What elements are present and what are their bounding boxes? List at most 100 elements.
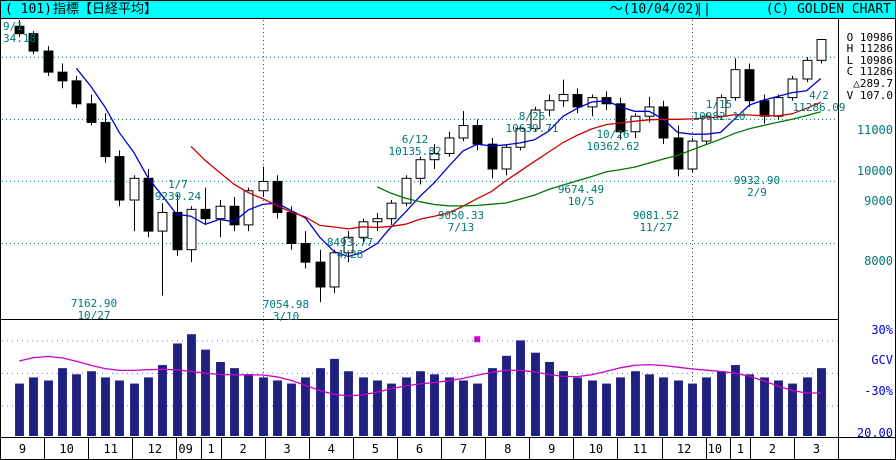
volume-bar xyxy=(87,371,96,436)
annotation-price: 8493.77 xyxy=(326,236,374,249)
month-axis-cell: 11 xyxy=(618,438,663,459)
volume-bar xyxy=(516,340,525,436)
annotation-price: 10982.10 xyxy=(692,109,746,123)
volume-panel xyxy=(1,319,839,437)
volume-bar xyxy=(115,380,124,436)
annotation-date: 1/15 xyxy=(705,98,733,111)
candle-body-up xyxy=(730,69,741,99)
volume-bar xyxy=(760,377,769,436)
price-axis-label-8000: 8000 xyxy=(864,254,893,268)
candle-body-down xyxy=(71,80,82,105)
month-axis-cell: 10 xyxy=(45,438,90,459)
month-axis-cell: 12 xyxy=(133,438,178,459)
volume-bar xyxy=(373,380,382,436)
candle-body-up xyxy=(458,125,469,139)
annotation-date: 8/26 xyxy=(518,110,546,123)
quote-change-label: △ xyxy=(853,76,860,90)
price-axis-label-9000: 9000 xyxy=(864,194,893,208)
volume-bar xyxy=(230,368,239,436)
candle-body-down xyxy=(57,71,68,82)
candle-body-down xyxy=(28,33,39,52)
annotation-6-12: 6/12 10135.82 xyxy=(371,134,459,157)
candle-body-down xyxy=(572,94,583,108)
volume-bar xyxy=(101,377,110,436)
quote-change-value: 289.7 xyxy=(859,76,893,90)
candle-body-up xyxy=(816,38,827,61)
volume-bar xyxy=(445,377,454,436)
annotation-date: 7/13 xyxy=(447,220,475,234)
annotation-date: 3/10 xyxy=(272,309,300,323)
volume-bar xyxy=(559,371,568,436)
volume-bar xyxy=(359,377,368,436)
volume-bar xyxy=(201,349,210,436)
annotation-date: 10/26 xyxy=(596,128,630,141)
candle-body-up xyxy=(787,78,798,99)
candle-body-down xyxy=(744,69,755,102)
volume-bar xyxy=(717,371,726,436)
candle-body-up xyxy=(243,190,254,226)
volume-bar xyxy=(774,380,783,436)
candle-body-up xyxy=(515,128,526,148)
candle-body-up xyxy=(129,177,140,201)
annotation-1-15: 1/15 10982.10 xyxy=(675,99,763,122)
titlebar-separator: || xyxy=(695,2,711,17)
volume-bar xyxy=(459,380,468,436)
annotation-3-10: 7054.98 3/10 xyxy=(242,299,330,322)
quote-open-label: O xyxy=(846,30,854,44)
annotation-price: 9932.90 xyxy=(733,174,781,187)
volume-bar xyxy=(674,380,683,436)
volume-bar xyxy=(803,377,812,436)
volume-bar xyxy=(287,383,296,436)
volume-bar xyxy=(72,374,81,436)
annotation-8-26: 8/26 10639.71 xyxy=(488,111,576,134)
annotation-date: 4/2 xyxy=(809,89,829,102)
volume-bar xyxy=(430,374,439,436)
volume-bar xyxy=(130,383,139,436)
volume-bar xyxy=(788,383,797,436)
candle-body-down xyxy=(14,25,25,35)
title-bar: ( 101) 指標【日経平均】 ～(10/04/02) || (C) GOLDE… xyxy=(1,1,895,19)
year-marker: 10 xyxy=(707,438,731,459)
quote-low-label: L xyxy=(846,53,854,67)
candle-body-up xyxy=(157,211,168,232)
annotation-date: 6/12 xyxy=(401,133,429,146)
month-axis-cell: 4 xyxy=(310,438,354,459)
quote-close-value: 11286 xyxy=(859,65,893,79)
volume-bar xyxy=(731,365,740,436)
volume-bar xyxy=(531,352,540,436)
month-axis-cell: 1 xyxy=(202,438,222,459)
candle-body-up xyxy=(530,109,541,130)
volume-axis-label-neg30pct: -30% xyxy=(864,384,893,398)
quote-readout: O 10986 H 11286 L 10986 C 11286 △289.7 V… xyxy=(839,20,893,113)
month-axis-cell: 2 xyxy=(222,438,266,459)
candle-body-down xyxy=(229,205,240,226)
annotation-11-27: 9081.52 11/27 xyxy=(612,210,700,233)
month-axis-cell: 6 xyxy=(398,438,443,459)
volume-axis-label-30pct: 30% xyxy=(871,323,893,337)
volume-bar xyxy=(402,377,411,436)
annotation-price: 11286.09 xyxy=(792,100,846,114)
gcv-marker xyxy=(474,336,481,343)
price-panel xyxy=(1,19,839,319)
price-axis-label-11000: 11000 xyxy=(856,123,893,137)
volume-bar xyxy=(488,368,497,436)
month-axis-cells: 9 10 11 12 1 09 2 3 4 5 6 7 8 9 10 11 12 1 10 2 3 xyxy=(1,438,895,459)
month-axis-cell: 11 xyxy=(89,438,134,459)
candle-body-up xyxy=(687,140,698,170)
year-marker: 09 xyxy=(177,438,202,459)
annotation-4-28: 8493.77 4/28 xyxy=(306,237,394,260)
annotation-price: 7054.98 xyxy=(262,298,310,311)
volume-bar xyxy=(387,383,396,436)
volume-bar xyxy=(316,368,325,436)
candle-body-down xyxy=(200,208,211,220)
candle-body-up xyxy=(386,202,397,220)
volume-bar xyxy=(15,383,24,436)
volume-bar xyxy=(745,374,754,436)
date-range-label: ～(10/04/02) xyxy=(609,2,701,17)
candle-body-down xyxy=(172,211,183,251)
candle-body-down xyxy=(272,180,283,213)
volume-bar xyxy=(273,380,282,436)
volume-bar xyxy=(58,368,67,436)
